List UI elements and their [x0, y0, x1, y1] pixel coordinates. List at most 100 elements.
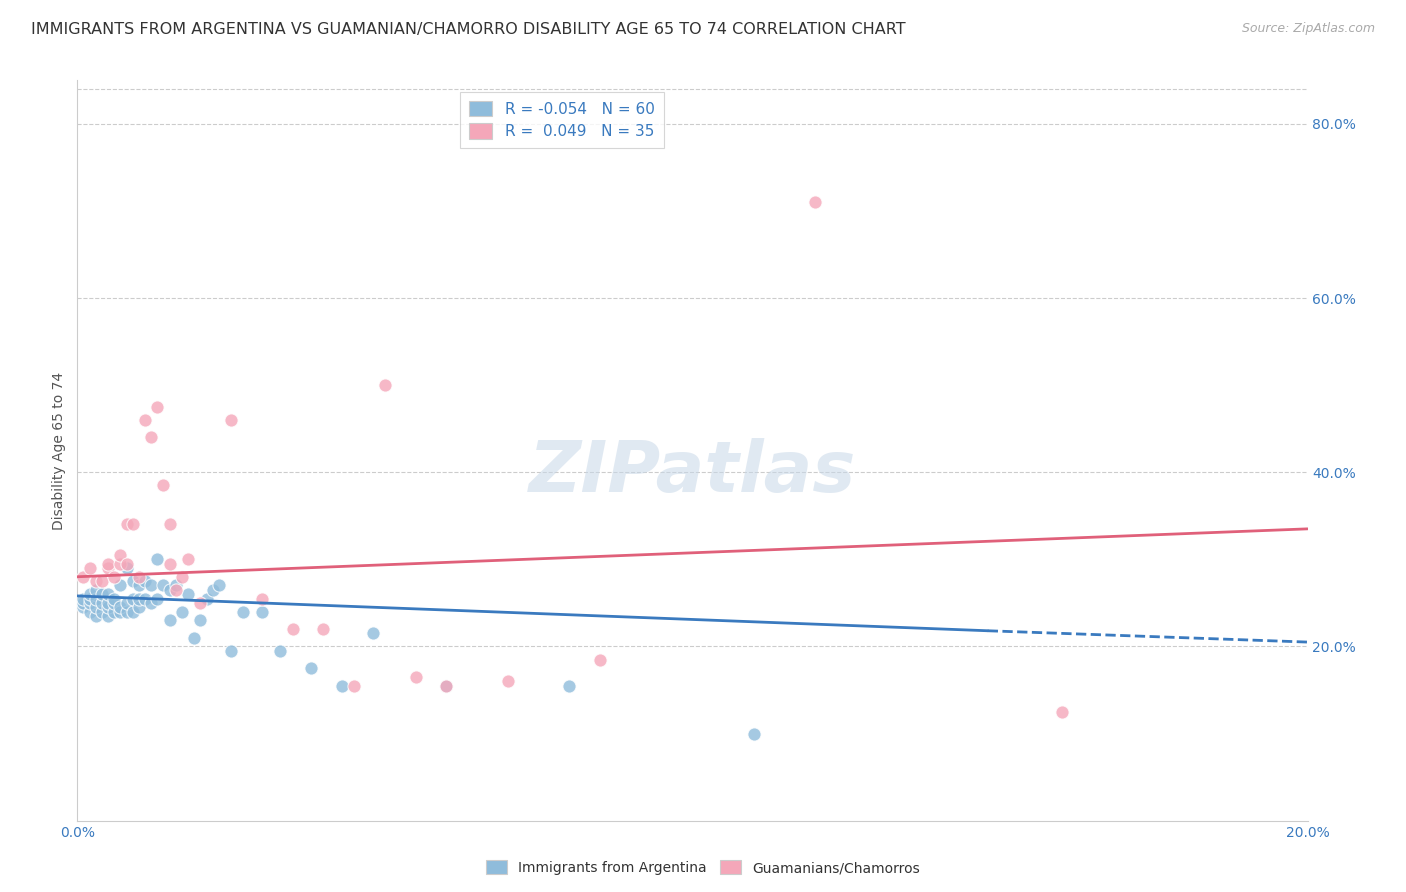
Point [141, 430, 163, 444]
Point [110, 578, 132, 592]
Point [330, 679, 353, 693]
Point [165, 578, 187, 592]
Point [159, 517, 181, 532]
Point [269, 644, 291, 658]
Y-axis label: Disability Age 65 to 74: Disability Age 65 to 74 [52, 371, 66, 530]
Point [84, 574, 107, 588]
Point [195, 591, 218, 606]
Point [72, 600, 94, 615]
Point [121, 517, 143, 532]
Point [152, 478, 174, 492]
Point [170, 605, 193, 619]
Point [159, 557, 181, 571]
Point [170, 570, 193, 584]
Point [589, 652, 612, 666]
Point [110, 557, 132, 571]
Point [97, 609, 120, 624]
Point [128, 600, 150, 615]
Point [115, 561, 138, 575]
Point [183, 631, 205, 645]
Point [361, 626, 384, 640]
Point [97, 561, 120, 575]
Point [299, 661, 322, 675]
Point [165, 582, 187, 597]
Point [405, 670, 427, 684]
Point [250, 605, 273, 619]
Point [110, 605, 132, 619]
Point [177, 552, 200, 566]
Point [159, 613, 181, 627]
Point [97, 600, 120, 615]
Point [103, 570, 125, 584]
Point [90, 605, 114, 619]
Point [134, 574, 156, 588]
Point [146, 400, 169, 414]
Text: Source: ZipAtlas.com: Source: ZipAtlas.com [1241, 22, 1375, 36]
Point [79, 591, 101, 606]
Point [177, 587, 200, 601]
Point [97, 557, 120, 571]
Point [146, 552, 169, 566]
Point [374, 378, 396, 392]
Point [79, 596, 101, 610]
Point [97, 596, 120, 610]
Point [281, 622, 304, 636]
Point [103, 596, 125, 610]
Point [128, 570, 150, 584]
Point [219, 644, 242, 658]
Point [110, 548, 132, 562]
Point [146, 591, 169, 606]
Point [152, 578, 174, 592]
Point [110, 600, 132, 615]
Point [742, 726, 765, 740]
Point [121, 605, 143, 619]
Point [188, 596, 212, 610]
Point [436, 679, 458, 693]
Point [312, 622, 335, 636]
Point [141, 578, 163, 592]
Point [79, 561, 101, 575]
Point [84, 600, 107, 615]
Point [436, 679, 458, 693]
Point [72, 596, 94, 610]
Point [1050, 705, 1073, 719]
Point [188, 613, 212, 627]
Point [558, 679, 581, 693]
Point [159, 582, 181, 597]
Point [97, 587, 120, 601]
Point [232, 605, 254, 619]
Point [250, 591, 273, 606]
Point [90, 574, 114, 588]
Point [115, 605, 138, 619]
Point [134, 413, 156, 427]
Point [134, 591, 156, 606]
Point [84, 582, 107, 597]
Point [103, 591, 125, 606]
Point [84, 609, 107, 624]
Point [115, 557, 138, 571]
Point [72, 591, 94, 606]
Text: IMMIGRANTS FROM ARGENTINA VS GUAMANIAN/CHAMORRO DISABILITY AGE 65 TO 74 CORRELAT: IMMIGRANTS FROM ARGENTINA VS GUAMANIAN/C… [31, 22, 905, 37]
Point [208, 578, 231, 592]
Legend: Immigrants from Argentina, Guamanians/Chamorros: Immigrants from Argentina, Guamanians/Ch… [481, 855, 925, 880]
Legend: R = -0.054   N = 60, R =  0.049   N = 35: R = -0.054 N = 60, R = 0.049 N = 35 [460, 92, 664, 148]
Point [79, 587, 101, 601]
Point [128, 591, 150, 606]
Point [115, 596, 138, 610]
Point [79, 605, 101, 619]
Point [84, 591, 107, 606]
Point [121, 591, 143, 606]
Point [121, 574, 143, 588]
Point [804, 195, 827, 210]
Point [201, 582, 224, 597]
Text: ZIPatlas: ZIPatlas [529, 438, 856, 508]
Point [90, 587, 114, 601]
Point [343, 679, 366, 693]
Point [115, 517, 138, 532]
Point [128, 578, 150, 592]
Point [72, 570, 94, 584]
Point [103, 605, 125, 619]
Point [219, 413, 242, 427]
Point [496, 674, 519, 689]
Point [141, 596, 163, 610]
